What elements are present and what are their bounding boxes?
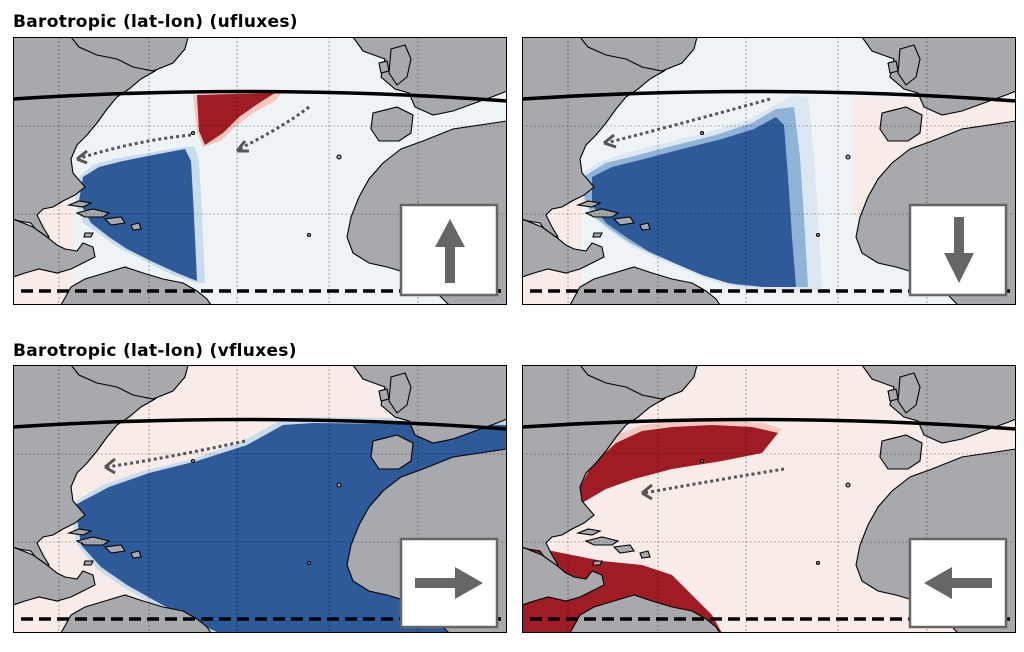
left-arrow-icon bbox=[924, 567, 992, 599]
map-panel-uflux-up bbox=[13, 37, 507, 305]
blue-anomaly-core bbox=[79, 149, 197, 281]
map-panel-uflux-down bbox=[522, 37, 1016, 305]
inset-box bbox=[908, 537, 1008, 629]
section-title-vfluxes: Barotropic (lat-lon) (vfluxes) bbox=[13, 341, 297, 361]
map-panel-vflux-right bbox=[13, 365, 507, 633]
right-arrow-icon bbox=[415, 567, 483, 599]
inset-box bbox=[399, 203, 499, 297]
latitude-line bbox=[13, 89, 507, 103]
section-title-ufluxes: Barotropic (lat-lon) (ufluxes) bbox=[13, 12, 298, 32]
map-panel-vflux-left bbox=[522, 365, 1016, 633]
down-arrow-icon bbox=[944, 217, 974, 283]
up-arrow-icon bbox=[435, 219, 465, 283]
red-anomaly-core bbox=[580, 425, 778, 503]
inset-box bbox=[399, 537, 499, 629]
blue-anomaly-core bbox=[592, 117, 796, 287]
red-anomaly-core bbox=[197, 93, 275, 145]
inset-box bbox=[908, 203, 1008, 297]
